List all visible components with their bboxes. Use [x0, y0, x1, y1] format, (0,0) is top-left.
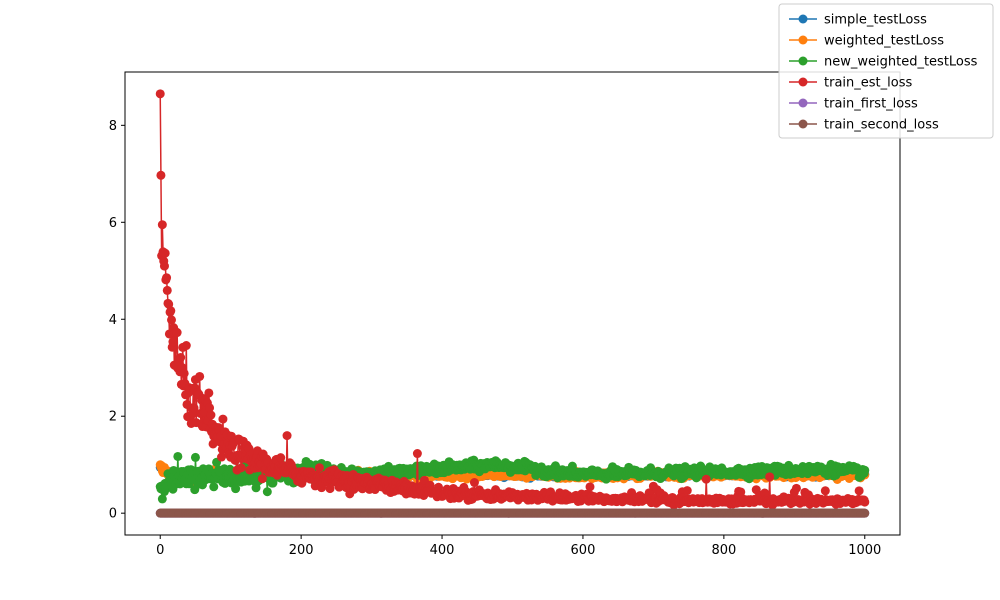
plot-area [155, 89, 870, 518]
series-train_est_loss [155, 89, 870, 510]
data-point [262, 487, 272, 497]
data-point [820, 486, 830, 496]
data-point [179, 368, 189, 378]
data-point [167, 315, 176, 325]
data-point [412, 449, 422, 459]
data-point [181, 341, 191, 351]
data-point [206, 410, 216, 420]
data-point [314, 463, 324, 473]
data-point [209, 482, 219, 492]
data-point [190, 452, 200, 462]
data-point [585, 482, 595, 492]
data-point [469, 478, 479, 488]
data-point [282, 431, 292, 441]
data-point [176, 353, 186, 363]
series-line-train_est_loss [159, 93, 866, 506]
data-point [218, 414, 228, 424]
data-point [157, 220, 167, 230]
data-point [162, 285, 172, 295]
data-point [236, 463, 246, 473]
data-point [854, 486, 864, 496]
data-point [257, 474, 267, 484]
series-markers-train_est_loss [155, 89, 870, 510]
data-point [682, 486, 692, 496]
data-point [791, 483, 801, 493]
data-point [166, 306, 176, 316]
data-point [860, 465, 870, 475]
data-point [162, 273, 172, 283]
data-point [160, 248, 170, 258]
data-point [173, 451, 183, 461]
data-point [276, 453, 286, 463]
data-point [156, 170, 166, 180]
data-point [195, 371, 205, 381]
data-point [172, 328, 182, 338]
data-point [860, 497, 870, 507]
data-point [168, 337, 178, 347]
data-point [155, 89, 165, 99]
data-point [204, 388, 214, 398]
data-point [159, 261, 169, 271]
data-point [765, 472, 775, 482]
data-point [701, 474, 711, 484]
